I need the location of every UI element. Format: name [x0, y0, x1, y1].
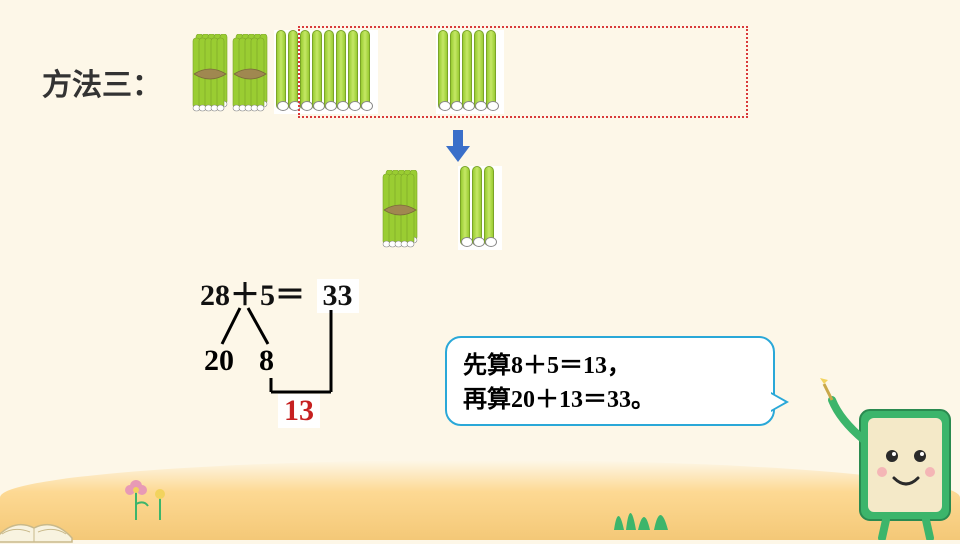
equation-answer: 33 — [317, 279, 359, 313]
split-numbers: 20 8 — [204, 344, 274, 378]
sticks-result-row — [380, 166, 502, 250]
open-book-icon — [0, 488, 74, 544]
method-heading: 方法三： — [42, 60, 162, 104]
explanation-bubble: 先算8＋5＝13， 再算20＋13＝33。 — [445, 336, 775, 426]
intermediate-result: 13 — [278, 394, 320, 428]
bracket-lines — [267, 310, 347, 396]
split-left: 20 — [204, 344, 234, 377]
grass-icon — [610, 490, 680, 530]
arrow-down-icon — [440, 128, 476, 164]
explanation-line1: 先算8＋5＝13， — [463, 350, 757, 384]
explanation-line2: 再算20＋13＝33。 — [463, 384, 757, 418]
flower-icon — [120, 470, 180, 520]
combine-dotted-box — [298, 26, 748, 118]
book-character-icon — [820, 370, 960, 540]
